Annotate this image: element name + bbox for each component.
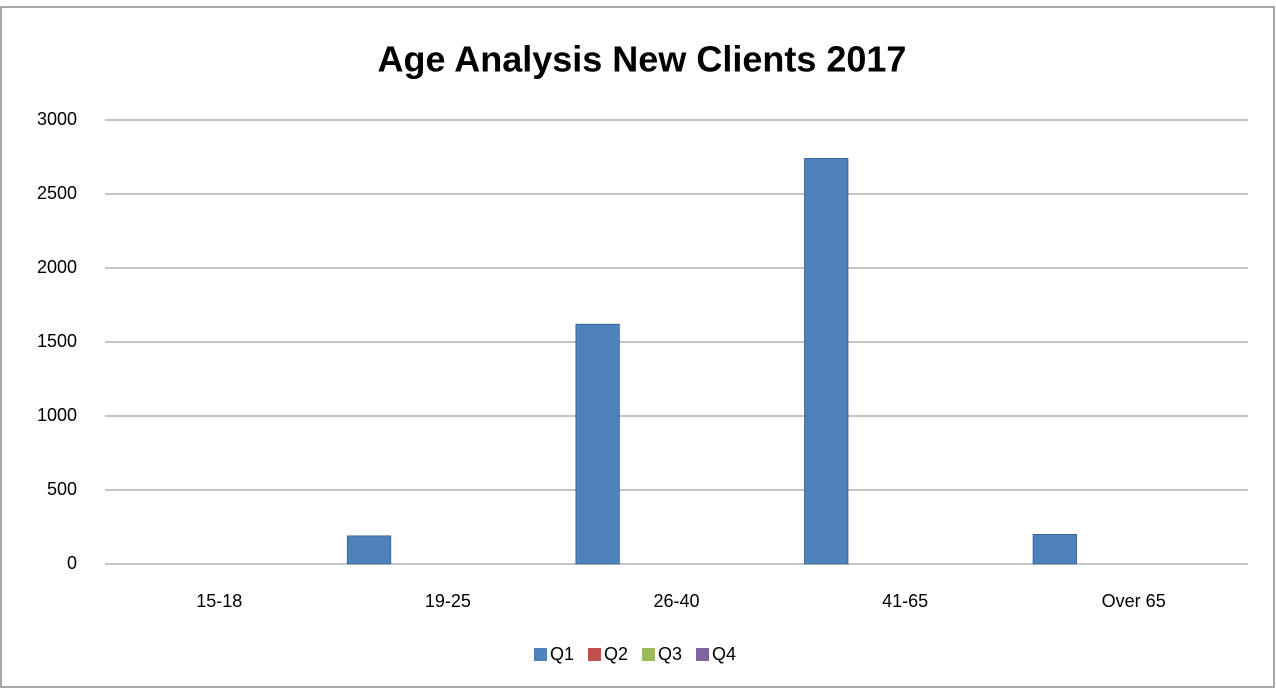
legend-label: Q4 (712, 644, 736, 664)
y-tick-label: 1000 (37, 405, 77, 425)
bar (804, 158, 849, 565)
bar (346, 535, 392, 565)
y-tick-label: 2000 (37, 257, 77, 277)
x-tick-label: 26-40 (653, 591, 699, 611)
legend-swatch (588, 648, 601, 661)
y-tick-label: 0 (67, 553, 77, 573)
y-tick-label: 3000 (37, 109, 77, 129)
y-tick-label: 2500 (37, 183, 77, 203)
y-tick-label: 500 (47, 479, 77, 499)
y-tick-label: 1500 (37, 331, 77, 351)
legend-swatch (534, 648, 547, 661)
legend-label: Q1 (550, 644, 574, 664)
legend-label: Q3 (658, 644, 682, 664)
legend-label: Q2 (604, 644, 628, 664)
chart-border (0, 6, 1275, 688)
bar (1032, 534, 1077, 565)
chart-title: Age Analysis New Clients 2017 (378, 39, 907, 80)
bar (575, 323, 620, 565)
legend-swatch (696, 648, 709, 661)
x-tick-label: 15-18 (196, 591, 242, 611)
x-tick-label: 19-25 (425, 591, 471, 611)
x-tick-label: Over 65 (1102, 591, 1166, 611)
x-tick-label: 41-65 (882, 591, 928, 611)
legend-swatch (642, 648, 655, 661)
